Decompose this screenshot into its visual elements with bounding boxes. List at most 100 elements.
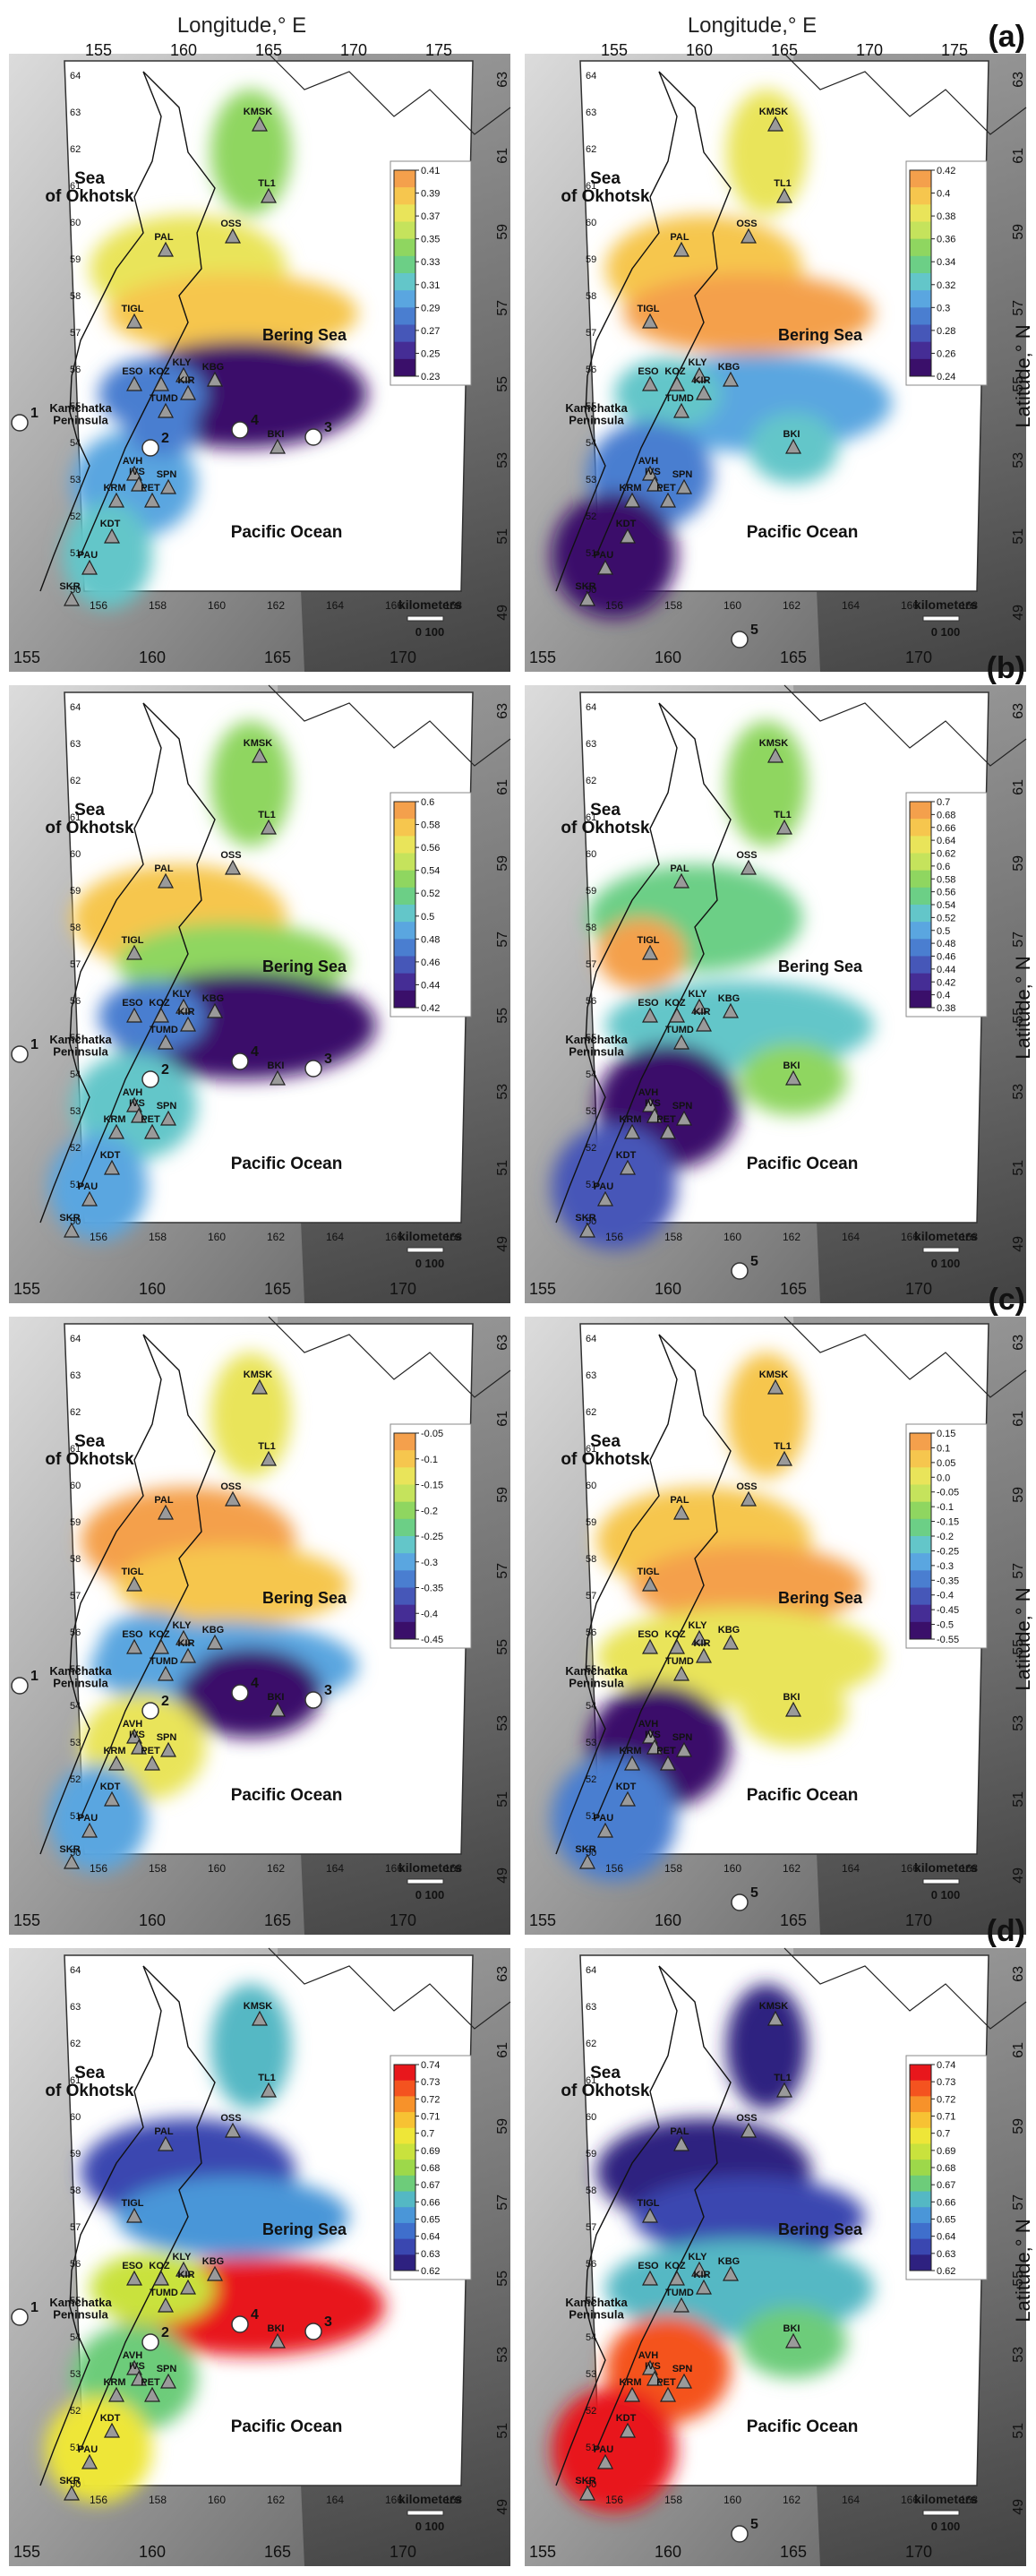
colorbar-tick-label: -0.45 [421, 1635, 443, 1645]
station-marker [158, 241, 174, 257]
color-region [210, 721, 291, 846]
colorbar-segment [910, 922, 931, 940]
scale-title: kilometers [914, 597, 977, 612]
top-axis-title-left: Longitude,° E [177, 13, 306, 38]
inner-lat-tick: 58 [586, 1554, 596, 1565]
color-region [726, 1352, 807, 1478]
inner-lat-tick: 56 [70, 996, 81, 1007]
station-marker [676, 1110, 692, 1126]
inner-lon-tick: 160 [208, 1231, 226, 1243]
station-marker [270, 1701, 286, 1717]
colorbar-segment [910, 870, 931, 889]
inner-lat-tick: 58 [586, 923, 596, 933]
colorbar-tick-label: -0.15 [421, 1481, 443, 1491]
station-label: TL1 [258, 1441, 276, 1452]
color-region [210, 90, 291, 215]
right-lat-tick: 61 [495, 1411, 510, 1427]
bottom-lon-tick: 170 [905, 2543, 932, 2561]
station-marker [158, 1034, 174, 1050]
right-lat-tick: 61 [495, 779, 510, 795]
station-label: KOZ [149, 998, 170, 1009]
bottom-lon-tick: 160 [139, 1911, 166, 1929]
scale-values: 0 100 [415, 625, 445, 639]
site-label: 5 [750, 2517, 758, 2532]
right-lat-tick: 55 [495, 1008, 510, 1024]
station-label: KIR [178, 2270, 195, 2280]
station-marker [723, 1002, 739, 1018]
station-label: TIGL [637, 2198, 659, 2209]
station-marker [741, 2122, 757, 2138]
colorbar-tick-label: 0.72 [421, 2094, 440, 2105]
inner-lat-tick: 64 [586, 1965, 596, 1976]
colorbar-segment [910, 1518, 931, 1537]
coastline-chukotka [268, 1947, 511, 2030]
site-label: 4 [251, 413, 259, 428]
inner-lat-tick: 52 [70, 2406, 81, 2417]
colorbar-segment [394, 358, 415, 377]
inner-lon-tick: 164 [842, 1231, 860, 1243]
colorbar-segment [910, 187, 931, 205]
bottom-lon-tick: 165 [780, 2543, 807, 2561]
colorbar-segment [394, 170, 415, 188]
inner-lon-tick: 168 [960, 1231, 978, 1243]
scale-values: 0 100 [415, 2520, 445, 2533]
colorbar-segment [910, 2065, 931, 2082]
station-marker [642, 465, 658, 481]
bottom-lon-tick: 155 [529, 648, 556, 666]
colorbar-tick-label: 0.56 [937, 888, 955, 898]
colorbar-segment [910, 324, 931, 343]
colorbar: 0.74 0.73 0.72 0.71 0.7 0.69 0.68 0.67 0.66 0.65 0… [905, 2055, 988, 2280]
station-label: ESO [638, 2261, 659, 2271]
inner-lat-tick: 61 [586, 181, 596, 192]
station-marker [642, 1096, 658, 1112]
station-marker [153, 2270, 169, 2286]
color-region [632, 2177, 865, 2257]
station-label: KLY [689, 989, 708, 1000]
label-sea-okhotsk: Sea of Okhotsk [45, 1432, 134, 1469]
station-marker [160, 2373, 176, 2389]
station-marker [624, 2386, 640, 2402]
colorbar-segment [394, 255, 415, 274]
station-marker [660, 1123, 676, 1139]
label-kamchatka: Kamchatka Peninsula [565, 401, 628, 427]
station-label: PET [141, 1114, 160, 1125]
station-label: PAU [78, 1181, 98, 1192]
station-marker [642, 2207, 658, 2223]
right-lat-tick: 53 [1011, 1715, 1026, 1731]
inner-lon-tick: 160 [208, 2494, 226, 2506]
scale-bar [407, 1878, 444, 1885]
colorbar-segment [394, 819, 415, 837]
station-label: PET [656, 1746, 676, 1756]
scale-values: 0 100 [415, 1257, 445, 1270]
colorbar-segment [910, 2127, 931, 2144]
inner-lat-tick: 51 [586, 548, 596, 559]
label-bering-sea: Bering Sea [262, 326, 347, 344]
station-label: SPN [672, 1101, 693, 1112]
colorbar-segment [394, 1621, 415, 1640]
station-label: PET [656, 483, 676, 494]
station-label: SPN [672, 2364, 693, 2374]
station-label: KRM [103, 1114, 125, 1125]
station-label: KIR [694, 375, 711, 386]
right-lat-tick: 59 [1011, 1487, 1026, 1503]
inner-lat-tick: 54 [70, 1701, 81, 1712]
site-marker [731, 2525, 749, 2543]
station-marker [723, 1634, 739, 1650]
inner-lat-tick: 64 [70, 71, 81, 82]
station-label: PAL [154, 1495, 173, 1506]
bottom-lon-tick: 170 [390, 1911, 416, 1929]
right-lat-tick: 57 [495, 300, 510, 316]
right-lat-tick: 59 [495, 855, 510, 872]
colorbar-segment [394, 2191, 415, 2208]
station-label: TL1 [258, 810, 276, 820]
scale-values: 0 100 [931, 625, 961, 639]
inner-lat-tick: 54 [70, 1069, 81, 1080]
colorbar-tick-label: 0.7 [937, 2129, 950, 2140]
station-label: TL1 [258, 2073, 276, 2083]
inner-lat-tick: 62 [70, 1407, 81, 1418]
right-lat-tick: 59 [1011, 2118, 1026, 2134]
station-label: AVH [638, 2350, 658, 2361]
site-label: 4 [251, 1044, 259, 1060]
top-lon-tick: 160 [170, 41, 197, 59]
